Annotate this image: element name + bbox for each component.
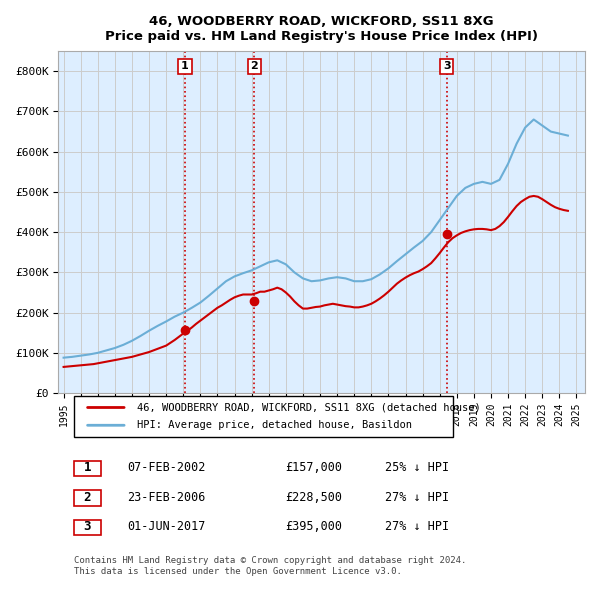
Text: 3: 3 [443, 61, 451, 71]
FancyBboxPatch shape [74, 490, 101, 506]
Text: Contains HM Land Registry data © Crown copyright and database right 2024.
This d: Contains HM Land Registry data © Crown c… [74, 556, 467, 576]
Text: 01-JUN-2017: 01-JUN-2017 [127, 520, 205, 533]
Text: 07-FEB-2002: 07-FEB-2002 [127, 461, 205, 474]
FancyBboxPatch shape [74, 520, 101, 535]
Text: £228,500: £228,500 [285, 491, 342, 504]
Text: 1: 1 [181, 61, 189, 71]
Text: 23-FEB-2006: 23-FEB-2006 [127, 491, 205, 504]
Text: 27% ↓ HPI: 27% ↓ HPI [385, 491, 449, 504]
Text: 2: 2 [83, 491, 91, 504]
Text: 3: 3 [83, 520, 91, 533]
FancyBboxPatch shape [74, 396, 454, 437]
Title: 46, WOODBERRY ROAD, WICKFORD, SS11 8XG
Price paid vs. HM Land Registry's House P: 46, WOODBERRY ROAD, WICKFORD, SS11 8XG P… [105, 15, 538, 43]
Text: HPI: Average price, detached house, Basildon: HPI: Average price, detached house, Basi… [137, 420, 412, 430]
Text: £395,000: £395,000 [285, 520, 342, 533]
Text: 25% ↓ HPI: 25% ↓ HPI [385, 461, 449, 474]
Text: £157,000: £157,000 [285, 461, 342, 474]
Text: 27% ↓ HPI: 27% ↓ HPI [385, 520, 449, 533]
Text: 1: 1 [83, 461, 91, 474]
Text: 46, WOODBERRY ROAD, WICKFORD, SS11 8XG (detached house): 46, WOODBERRY ROAD, WICKFORD, SS11 8XG (… [137, 402, 481, 412]
FancyBboxPatch shape [74, 461, 101, 476]
Text: 2: 2 [250, 61, 258, 71]
